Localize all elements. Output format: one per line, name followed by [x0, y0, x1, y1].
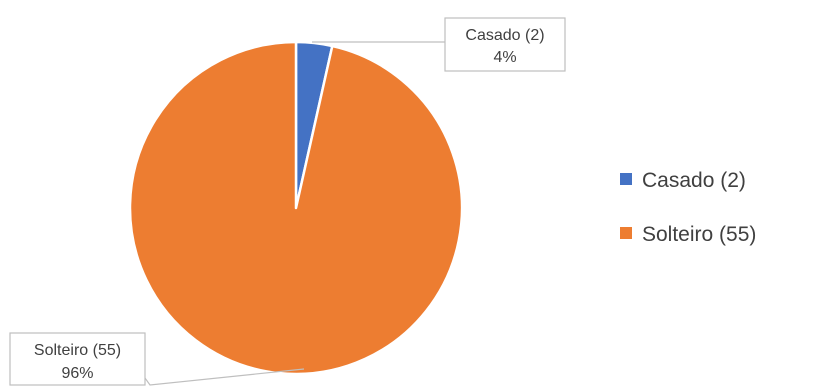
legend-label-casado: Casado (2) — [642, 169, 746, 192]
legend-swatch-casado — [620, 173, 632, 185]
pie-slices — [128, 40, 464, 376]
data-label-solteiro-name: Solteiro (55) — [34, 342, 121, 359]
legend: Casado (2) Solteiro (55) — [620, 169, 756, 246]
leader-line-solteiro — [144, 368, 305, 386]
data-label-solteiro: Solteiro (55) 96% — [9, 332, 146, 386]
data-label-solteiro-box — [9, 332, 146, 386]
data-label-solteiro-percent: 96% — [61, 365, 93, 382]
data-label-casado-percent: 4% — [493, 49, 516, 66]
pie-slice-solteiro — [128, 40, 464, 376]
legend-label-solteiro: Solteiro (55) — [642, 223, 756, 246]
legend-swatch-solteiro — [620, 227, 632, 239]
data-label-casado: Casado (2) 4% — [444, 17, 566, 72]
data-label-casado-box — [444, 17, 566, 72]
data-label-casado-name: Casado (2) — [465, 27, 544, 44]
